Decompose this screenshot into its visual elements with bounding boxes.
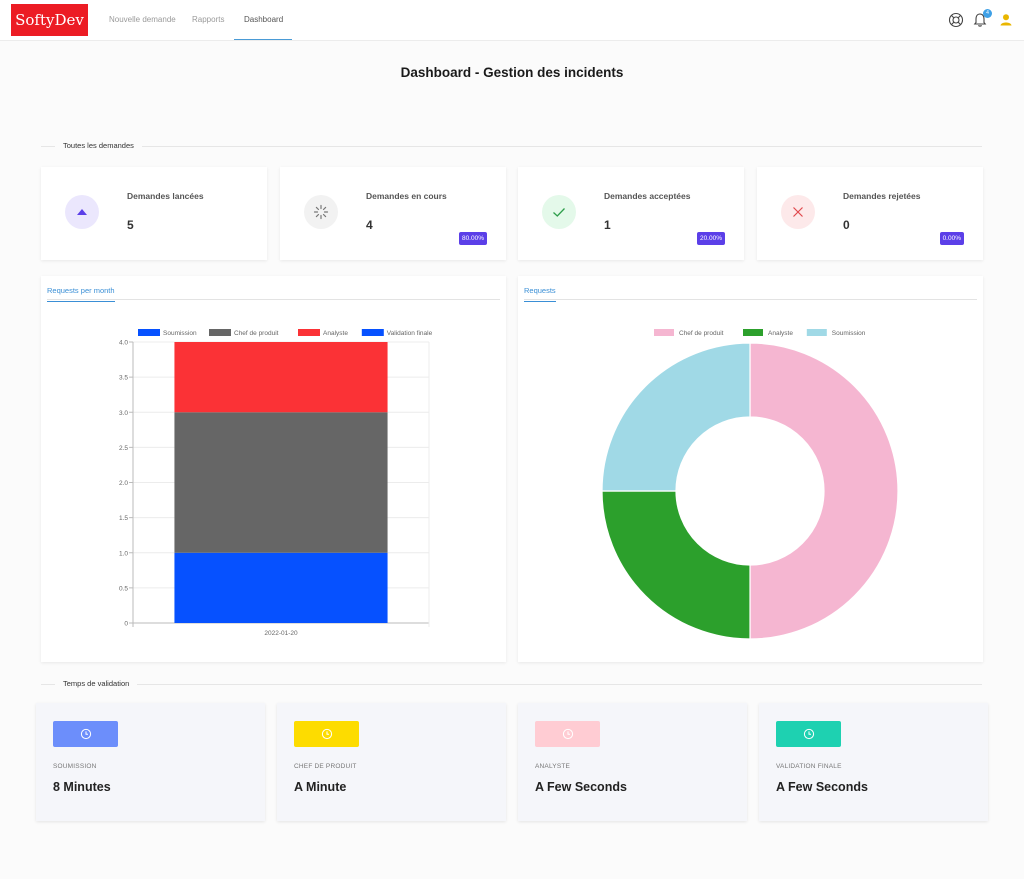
stat-label: Demandes lancées xyxy=(127,191,204,201)
stat-card-rejected: Demandes rejetées 0 0.00% xyxy=(757,167,983,260)
stat-percent-badge: 80.00% xyxy=(458,232,487,245)
spinner-icon xyxy=(313,204,329,220)
brand-logo[interactable]: SoftyDev xyxy=(11,4,88,36)
stat-label: Demandes rejetées xyxy=(843,191,921,201)
donut-chart: Chef de produit Analyste Soumission xyxy=(601,329,899,640)
triangle-up-icon xyxy=(77,209,87,215)
stat-value: 4 xyxy=(366,218,373,232)
clock-icon xyxy=(803,728,815,740)
user-icon[interactable] xyxy=(998,12,1014,28)
legend-label: Analyste xyxy=(323,330,348,337)
lifebuoy-icon[interactable] xyxy=(948,12,964,28)
legend-swatch xyxy=(298,329,320,336)
stat-label: Demandes acceptées xyxy=(604,191,691,201)
chart-card-requests: Requests Chef de produit Analyste Soumissi… xyxy=(518,276,983,662)
time-card-analyste: ANALYSTE A Few Seconds xyxy=(518,703,747,821)
time-label: SOUMISSION xyxy=(53,763,97,770)
legend-swatch xyxy=(743,329,763,336)
x-tick-label: 2022-01-20 xyxy=(264,630,298,637)
y-tick-label: 4.0 xyxy=(119,340,128,347)
donut-slice xyxy=(601,490,751,640)
bell-icon[interactable] xyxy=(972,12,988,28)
check-icon xyxy=(553,208,565,217)
stat-value: 5 xyxy=(127,218,134,232)
legend-swatch xyxy=(209,329,231,336)
tab-requests[interactable]: Requests xyxy=(524,286,556,302)
section-title-validation-time: Temps de validation xyxy=(55,679,138,688)
stat-value: 1 xyxy=(604,218,611,232)
stacked-bar-chart: Soumission Chef de produit Analyste Validat… xyxy=(119,329,433,637)
y-tick-label: 3.5 xyxy=(119,375,128,382)
nav-dashboard[interactable]: Dashboard xyxy=(234,0,292,40)
stat-icon-bg xyxy=(781,195,815,229)
donut-slice xyxy=(601,342,751,492)
stat-value: 0 xyxy=(843,218,850,232)
close-icon xyxy=(793,207,803,217)
y-tick-label: 2.0 xyxy=(119,480,128,487)
y-tick-label: 2.5 xyxy=(119,445,128,452)
y-tick-label: 1.0 xyxy=(119,550,128,557)
nav-rapports[interactable]: Rapports xyxy=(192,15,225,24)
y-tick-label: 0.5 xyxy=(119,585,128,592)
y-tick-label: 3.0 xyxy=(119,410,128,417)
legend-swatch xyxy=(138,329,160,336)
time-label: CHEF DE PRODUIT xyxy=(294,763,357,770)
stat-icon-bg xyxy=(304,195,338,229)
time-card-chef-de-produit: CHEF DE PRODUIT A Minute xyxy=(277,703,506,821)
stat-card-accepted: Demandes acceptées 1 20.00% xyxy=(518,167,744,260)
legend-label: Analyste xyxy=(768,330,793,337)
legend-label: Validation finale xyxy=(387,330,433,337)
time-value: A Few Seconds xyxy=(535,780,627,794)
stat-icon-bg xyxy=(65,195,99,229)
time-card-validation-finale: VALIDATION FINALE A Few Seconds xyxy=(759,703,988,821)
tab-underline xyxy=(524,299,977,300)
time-label: ANALYSTE xyxy=(535,763,571,770)
top-navbar: SoftyDev Nouvelle demande Rapports Dashb… xyxy=(0,0,1024,41)
clock-icon xyxy=(80,728,92,740)
y-tick-label: 1.5 xyxy=(119,515,128,522)
legend-label: Chef de produit xyxy=(679,330,724,337)
stat-label: Demandes en cours xyxy=(366,191,447,201)
stat-card-in-progress: Demandes en cours 4 80.00% xyxy=(280,167,506,260)
notification-badge: 4 xyxy=(983,9,992,18)
time-value: 8 Minutes xyxy=(53,780,111,794)
nav-nouvelle-demande[interactable]: Nouvelle demande xyxy=(109,15,176,24)
legend-swatch xyxy=(806,329,827,336)
time-chip xyxy=(535,721,600,747)
legend-swatch xyxy=(361,329,384,336)
time-card-soumission: SOUMISSION 8 Minutes xyxy=(36,703,265,821)
clock-icon xyxy=(562,728,574,740)
tab-underline xyxy=(47,299,500,300)
stat-icon-bg xyxy=(542,195,576,229)
bar-segment xyxy=(174,342,388,413)
time-chip xyxy=(294,721,359,747)
chart-card-requests-per-month: Requests per month Soumission Chef de pro… xyxy=(41,276,506,662)
section-title-all-requests: Toutes les demandes xyxy=(55,141,142,150)
stat-percent-badge: 20.00% xyxy=(696,232,725,245)
page-title: Dashboard - Gestion des incidents xyxy=(400,65,624,80)
time-chip xyxy=(53,721,118,747)
bar-segment xyxy=(174,552,388,623)
clock-icon xyxy=(321,728,333,740)
time-value: A Minute xyxy=(294,780,347,794)
tab-requests-per-month[interactable]: Requests per month xyxy=(47,286,115,302)
legend-label: Chef de produit xyxy=(234,330,279,337)
section-divider xyxy=(41,684,982,685)
stat-percent-badge: 0.00% xyxy=(939,232,964,245)
y-tick-label: 0 xyxy=(124,621,128,628)
donut-slice xyxy=(749,342,899,640)
time-value: A Few Seconds xyxy=(776,780,868,794)
section-divider xyxy=(41,146,982,147)
stat-card-launched: Demandes lancées 5 xyxy=(41,167,267,260)
time-label: VALIDATION FINALE xyxy=(776,763,842,770)
legend-label: Soumission xyxy=(832,330,866,337)
bar-segment xyxy=(174,412,388,553)
legend-swatch xyxy=(654,329,674,336)
time-chip xyxy=(776,721,841,747)
legend-label: Soumission xyxy=(163,330,197,337)
